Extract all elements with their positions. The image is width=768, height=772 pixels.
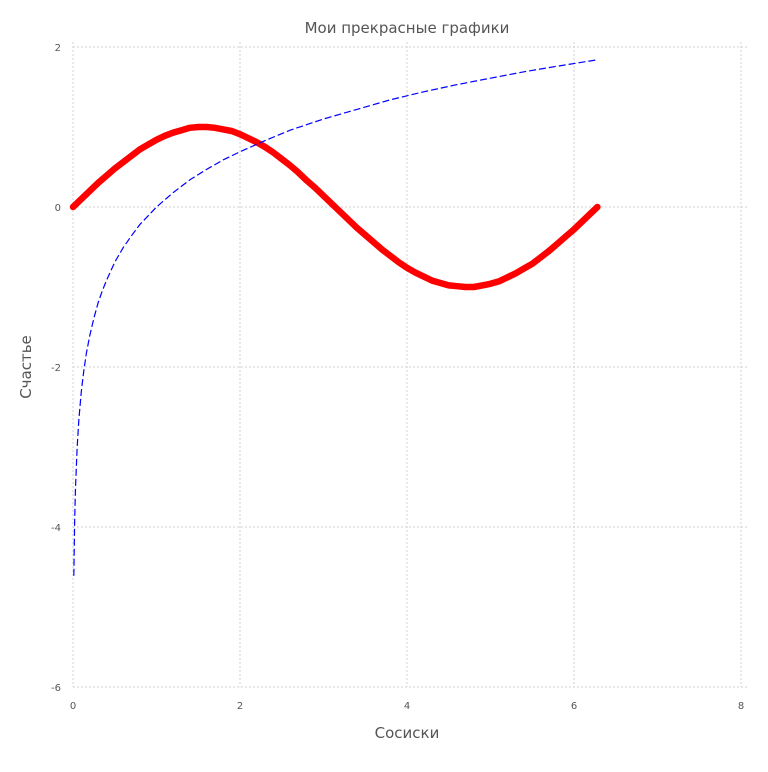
x-tick-label: 4 [404,701,410,712]
chart-title: Мои прекрасные графики [305,19,510,37]
y-axis-label: Счастье [17,335,35,399]
tick-layer: 0 2 4 6 8 -6 -4 -2 0 2 [51,43,744,712]
series-line-sin [69,123,601,291]
x-axis-label: Сосиски [375,724,440,742]
x-tick-label: 2 [237,701,243,712]
y-tick-label: 0 [55,203,61,214]
x-tick-label: 8 [738,701,744,712]
y-tick-label: 2 [55,43,61,54]
x-tick-label: 6 [571,701,577,712]
y-tick-label: -2 [51,363,61,374]
y-tick-label: -4 [51,523,61,534]
grid-layer [72,42,747,688]
x-tick-label: 0 [70,701,76,712]
y-tick-label: -6 [51,683,61,694]
series-layer [69,59,601,576]
series-line-log [73,59,598,576]
